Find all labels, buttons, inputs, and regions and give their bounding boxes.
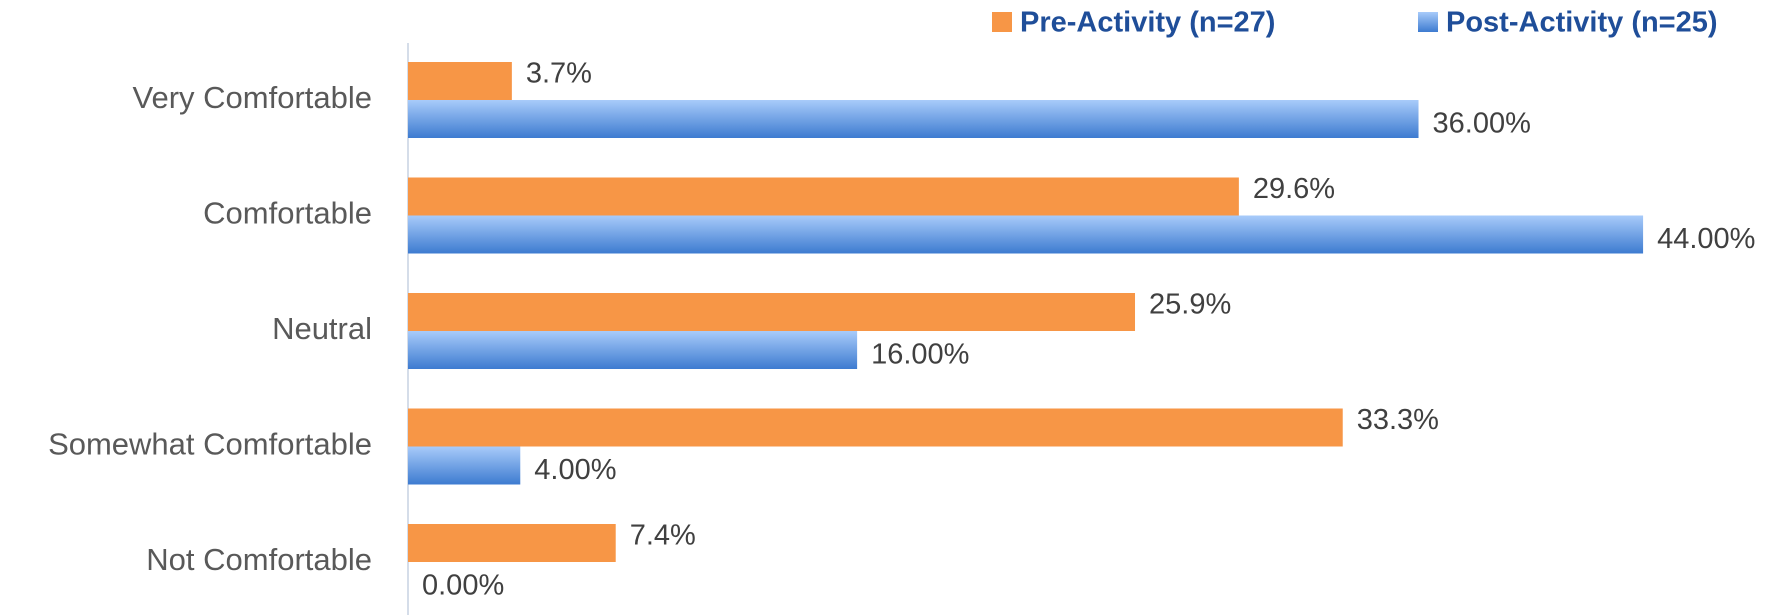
category-label: Comfortable: [203, 196, 372, 231]
value-label: 36.00%: [1433, 108, 1531, 140]
legend-swatch: [992, 12, 1012, 32]
category-label: Very Comfortable: [133, 80, 373, 115]
category-label: Not Comfortable: [146, 542, 372, 577]
bar: [408, 177, 1239, 216]
value-label: 0.00%: [422, 570, 504, 602]
value-label: 25.9%: [1149, 289, 1231, 321]
category-label: Somewhat Comfortable: [48, 427, 372, 462]
bar: [408, 100, 1419, 138]
bar: [408, 293, 1136, 331]
legend-swatch: [1418, 12, 1438, 32]
value-label: 3.7%: [526, 58, 592, 90]
legend-label: Pre-Activity (n=27): [1020, 7, 1275, 39]
bar: [408, 215, 1644, 254]
bar: [408, 524, 616, 562]
value-label: 44.00%: [1657, 223, 1755, 255]
bar: [408, 446, 521, 485]
value-label: 33.3%: [1357, 404, 1439, 436]
bar: [408, 331, 858, 369]
bar: [408, 408, 1343, 447]
value-label: 29.6%: [1253, 173, 1335, 205]
value-label: 7.4%: [630, 520, 696, 552]
value-label: 16.00%: [871, 339, 969, 371]
value-label: 4.00%: [534, 454, 616, 486]
category-label: Neutral: [272, 311, 372, 346]
bar: [408, 62, 512, 100]
legend-label: Post-Activity (n=25): [1446, 7, 1718, 39]
